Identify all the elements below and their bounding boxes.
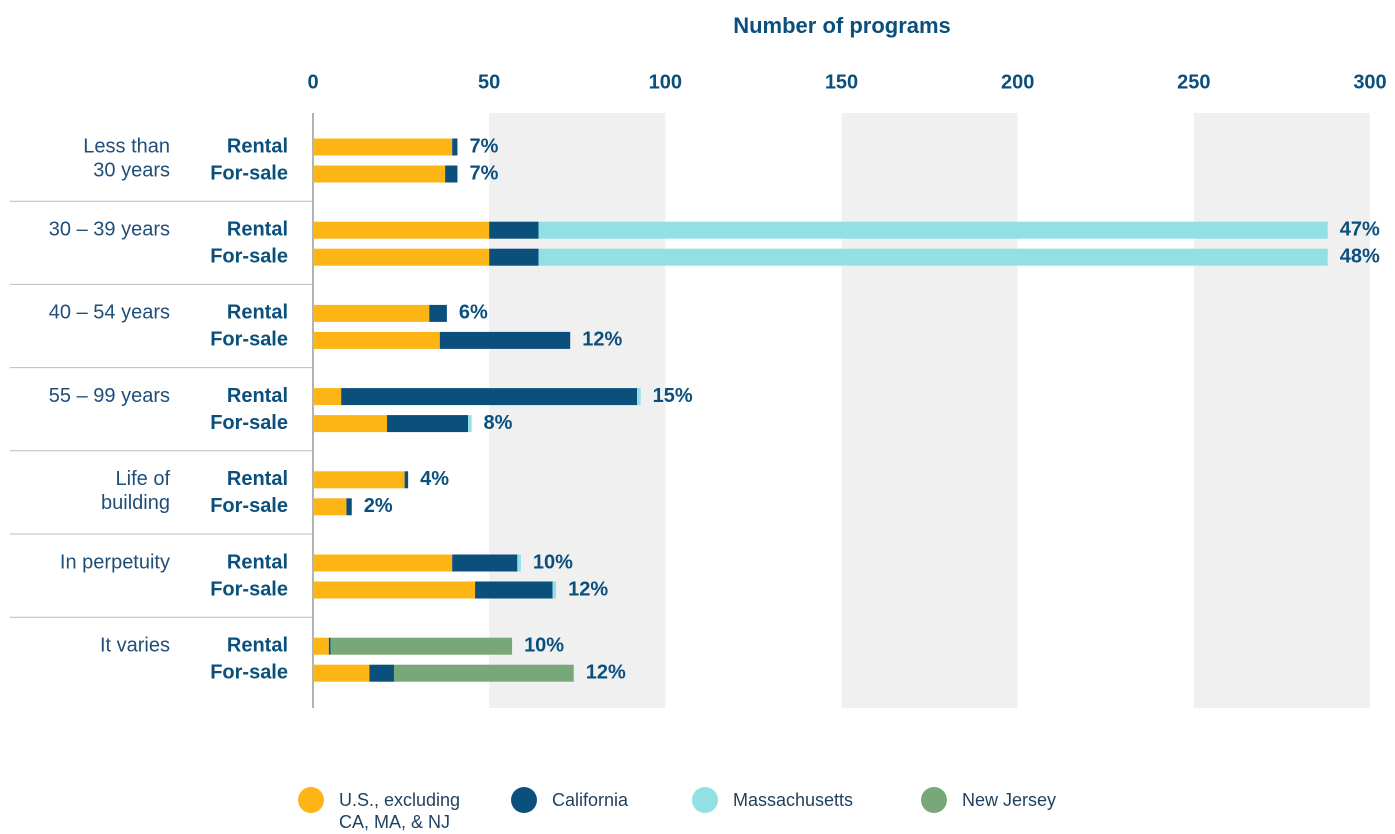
- bar-segment: [341, 388, 638, 406]
- bar-segment: [313, 664, 370, 682]
- group-label: 40 – 54 years: [49, 302, 170, 324]
- subcategory-label: Rental: [227, 551, 288, 573]
- group-label: It varies: [100, 634, 170, 656]
- bar-segment: [328, 637, 331, 655]
- bar-segment: [313, 388, 342, 406]
- bar-segment: [346, 498, 352, 516]
- subcategory-label: For-sale: [210, 329, 288, 351]
- bar-segment: [330, 637, 513, 655]
- subcategory-label: Rental: [227, 218, 288, 240]
- group-label: Life of: [116, 468, 171, 490]
- bar-segment: [552, 581, 557, 599]
- grid-band: [841, 113, 1018, 708]
- x-tick-label: 150: [825, 71, 858, 93]
- subcategory-label: Rental: [227, 385, 288, 407]
- percent-label: 12%: [582, 329, 622, 351]
- subcategory-label: For-sale: [210, 412, 288, 434]
- bar-segment: [538, 221, 1328, 239]
- legend-label: New Jersey: [962, 790, 1057, 810]
- x-tick-label: 300: [1353, 71, 1386, 93]
- bar-segment: [394, 664, 574, 682]
- legend-swatch: [298, 787, 324, 813]
- bar-segment: [313, 138, 453, 156]
- bar-segment: [313, 554, 453, 572]
- percent-label: 7%: [469, 162, 498, 184]
- legend-swatch: [511, 787, 537, 813]
- bar-segment: [452, 138, 458, 156]
- group-label: 55 – 99 years: [49, 385, 170, 407]
- percent-label: 8%: [484, 412, 513, 434]
- legend-swatch: [692, 787, 718, 813]
- subcategory-label: Rental: [227, 468, 288, 490]
- bar-segment: [429, 304, 447, 322]
- grid-band: [489, 113, 666, 708]
- bar-segment: [313, 415, 387, 433]
- bar-segment: [313, 637, 329, 655]
- x-tick-label: 200: [1001, 71, 1034, 93]
- legend-swatch: [921, 787, 947, 813]
- bar-segment: [439, 331, 571, 349]
- bar-segment: [313, 581, 476, 599]
- bar-segment: [369, 664, 395, 682]
- bar-segment: [313, 498, 347, 516]
- bar-segment: [313, 165, 446, 183]
- subcategory-label: For-sale: [210, 245, 288, 267]
- group-label: building: [101, 492, 170, 514]
- group-label: 30 years: [93, 159, 170, 181]
- legend-label: California: [552, 790, 629, 810]
- subcategory-label: For-sale: [210, 661, 288, 683]
- bar-segment: [313, 248, 490, 266]
- chart-title: Number of programs: [733, 13, 951, 38]
- x-tick-label: 0: [307, 71, 318, 93]
- subcategory-label: Rental: [227, 302, 288, 324]
- bar-segment: [313, 221, 490, 239]
- bar-segment: [445, 165, 458, 183]
- bar-segment: [404, 471, 409, 489]
- subcategory-label: Rental: [227, 135, 288, 157]
- group-label: Less than: [83, 135, 170, 157]
- subcategory-label: Rental: [227, 634, 288, 656]
- percent-label: 2%: [364, 495, 393, 517]
- percent-label: 6%: [459, 302, 488, 324]
- legend-label: Massachusetts: [733, 790, 854, 810]
- bar-segment: [489, 248, 539, 266]
- bar-segment: [313, 331, 440, 349]
- percent-label: 7%: [469, 135, 498, 157]
- bar-segment: [452, 554, 518, 572]
- x-tick-label: 50: [478, 71, 500, 93]
- grid-band: [1193, 113, 1370, 708]
- percent-label: 12%: [586, 661, 626, 683]
- bar-segment: [637, 388, 641, 406]
- x-tick-label: 250: [1177, 71, 1210, 93]
- percent-label: 47%: [1340, 218, 1380, 240]
- x-tick-label: 100: [649, 71, 682, 93]
- bar-segment: [313, 471, 405, 489]
- percent-label: 12%: [568, 578, 608, 600]
- subcategory-label: For-sale: [210, 495, 288, 517]
- percent-label: 15%: [653, 385, 693, 407]
- bar-segment: [475, 581, 553, 599]
- subcategory-label: For-sale: [210, 162, 288, 184]
- percent-label: 4%: [420, 468, 449, 490]
- legend-label: U.S., excluding CA, MA, & NJ: [339, 790, 461, 832]
- bar-segment: [386, 415, 469, 433]
- percent-label: 48%: [1340, 245, 1380, 267]
- bar-segment: [517, 554, 521, 572]
- bar-segment: [489, 221, 539, 239]
- percent-label: 10%: [524, 634, 564, 656]
- bar-segment: [313, 304, 430, 322]
- bar-segment: [468, 415, 472, 433]
- group-label: 30 – 39 years: [49, 218, 170, 240]
- bar-segment: [538, 248, 1328, 266]
- subcategory-label: For-sale: [210, 578, 288, 600]
- percent-label: 10%: [533, 551, 573, 573]
- group-label: In perpetuity: [60, 551, 170, 573]
